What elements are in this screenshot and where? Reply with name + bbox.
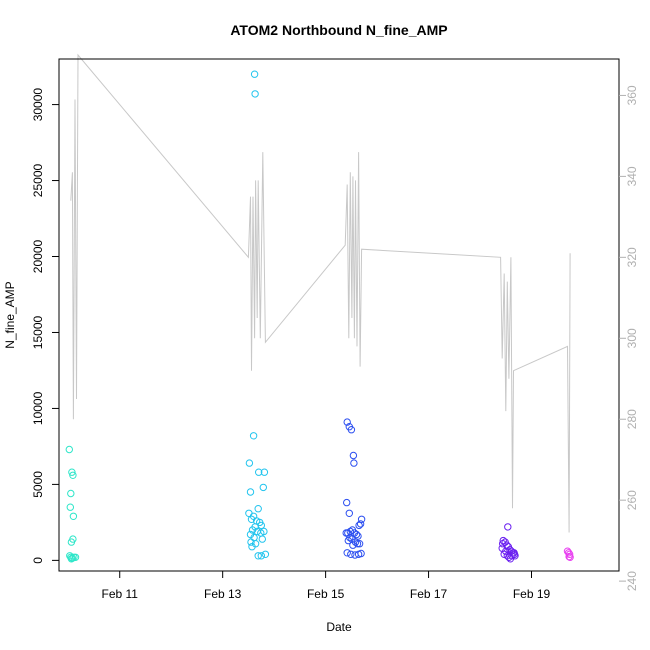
x-tick-label: Feb 11	[102, 587, 139, 601]
data-point	[69, 471, 77, 479]
data-point	[255, 468, 263, 476]
data-point	[354, 532, 362, 540]
data-point	[499, 540, 507, 548]
x-tick-label: Feb 13	[204, 587, 242, 601]
y-tick-label: 30000	[31, 88, 45, 122]
data-point	[345, 509, 353, 517]
data-point	[259, 483, 267, 492]
y2-tick-label: 280	[625, 409, 639, 429]
y-tick-label: 25000	[31, 163, 45, 197]
x-tick-label: Feb 17	[410, 587, 448, 601]
data-point	[342, 529, 350, 537]
y2-tick-label: 260	[625, 490, 639, 510]
y2-tick-label: 320	[625, 247, 639, 267]
data-point	[357, 515, 366, 523]
data-point	[66, 503, 75, 511]
data-point	[253, 527, 261, 536]
y2-tick-label: 340	[625, 166, 639, 186]
data-point	[350, 459, 358, 467]
y-axis-right: 240 260 280 300 320 340 360	[619, 85, 639, 591]
data-point	[356, 520, 365, 528]
data-point	[347, 550, 355, 558]
y-tick-label: 10000	[31, 391, 45, 425]
data-point	[65, 445, 74, 454]
data-point	[343, 498, 351, 507]
data-point	[261, 550, 270, 558]
chart-title: ATOM2 Northbound N_fine_AMP	[230, 22, 447, 38]
data-point	[67, 489, 75, 498]
data-point	[257, 552, 265, 560]
data-point	[511, 552, 519, 560]
data-point	[353, 540, 362, 548]
y-tick-label: 15000	[31, 315, 45, 349]
data-point	[69, 512, 78, 520]
data-point	[565, 552, 573, 561]
data-point	[248, 526, 257, 534]
points-layer	[65, 70, 574, 563]
data-point	[247, 538, 255, 546]
data-point	[343, 418, 351, 426]
data-point	[349, 451, 358, 460]
data-point	[344, 536, 352, 545]
y2-tick-label: 300	[625, 328, 639, 348]
x-tick-label: Feb 15	[307, 587, 345, 601]
data-point	[68, 468, 76, 476]
data-point	[71, 553, 80, 561]
data-point	[245, 459, 254, 467]
data-point	[249, 432, 258, 440]
secondary-series-line	[70, 53, 571, 533]
data-point	[67, 538, 76, 546]
data-point	[357, 549, 365, 558]
data-point	[248, 543, 256, 551]
data-point	[246, 488, 255, 496]
data-point	[343, 549, 351, 557]
y2-tick-label: 240	[625, 571, 639, 591]
data-point	[347, 426, 356, 434]
data-point	[247, 515, 256, 523]
data-point	[254, 552, 262, 560]
data-point	[251, 90, 259, 98]
data-point	[250, 70, 259, 78]
x-tick-label: Feb 19	[513, 587, 551, 601]
data-point	[260, 468, 269, 476]
data-point	[504, 523, 512, 531]
x-axis: Feb 11 Feb 13 Feb 15 Feb 17 Feb 19	[102, 571, 551, 601]
data-point	[566, 553, 574, 561]
data-point	[355, 521, 363, 530]
data-point	[355, 540, 364, 548]
data-point	[498, 544, 506, 552]
data-point	[352, 530, 361, 539]
data-point	[254, 505, 262, 513]
y-tick-label: 5000	[31, 471, 45, 498]
data-point	[510, 549, 518, 557]
data-point	[499, 536, 507, 545]
data-point	[258, 535, 266, 543]
y2-tick-label: 360	[625, 85, 639, 105]
secondary-line-layer	[70, 53, 571, 533]
y-tick-label: 20000	[31, 239, 45, 273]
plot-frame	[58, 58, 620, 572]
y-axis-label: N_fine_AMP	[3, 281, 17, 348]
data-point	[564, 549, 573, 557]
data-point	[245, 509, 253, 517]
data-point	[349, 541, 357, 549]
x-axis-label: Date	[326, 620, 352, 634]
data-point	[67, 555, 76, 563]
y-axis-left: 0 5000 10000 15000 20000 25000 30000	[31, 88, 59, 564]
y-tick-label: 0	[31, 557, 45, 564]
